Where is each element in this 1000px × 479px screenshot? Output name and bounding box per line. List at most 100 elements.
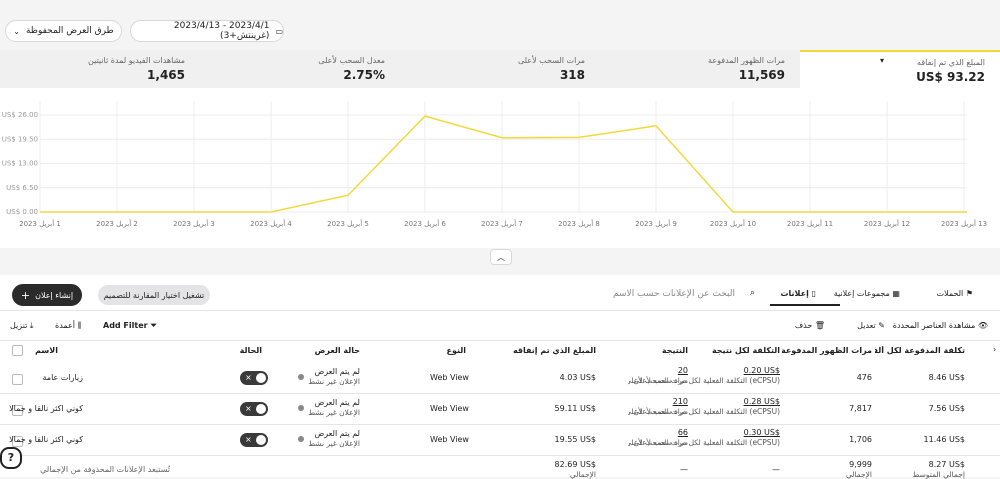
y-tick-label: US$ 13.00 bbox=[2, 160, 38, 168]
delivery-status: لم يتم العرض bbox=[314, 398, 360, 407]
tab-label: إعلانات bbox=[780, 289, 809, 298]
metric-card[interactable]: مرات السحب لأعلى 318 bbox=[400, 50, 600, 88]
date-range-button[interactable]: 2023/4/1 - 2023/4/13 (غرينتش+3) ▭ bbox=[130, 20, 284, 42]
ecpm: 11.46 US$ bbox=[923, 435, 965, 444]
footer-cost: — bbox=[772, 465, 780, 474]
status-toggle[interactable]: × bbox=[240, 433, 268, 447]
x-tick-label: 7 أبريل 2023 bbox=[481, 219, 523, 228]
tab[interactable]: ⚑ الحملات bbox=[936, 289, 973, 298]
ad-type: Web View bbox=[430, 404, 469, 413]
help-button[interactable]: ? bbox=[0, 447, 22, 469]
chart-panel: 1 أبريل 2023 2 أبريل 2023 3 أبريل 2023 4 أب… bbox=[0, 88, 1000, 248]
column-header: المبلغ الذي تم إنفاقه bbox=[512, 346, 596, 355]
delivery-dot bbox=[298, 374, 304, 380]
saved-views-label: طرق العرض المحفوظة bbox=[25, 26, 114, 36]
delete[interactable]: 🗑 حذف bbox=[794, 321, 825, 330]
create-ad-button[interactable]: إنشاء إعلان + bbox=[12, 284, 82, 306]
column-header: حالة العرض bbox=[314, 346, 360, 355]
date-range-label: 2023/4/1 - 2023/4/13 (غرينتش+3) bbox=[173, 21, 270, 41]
create-ad-label: إنشاء إعلان bbox=[35, 290, 74, 300]
row-checkbox[interactable] bbox=[12, 436, 23, 447]
result[interactable]: 210 bbox=[672, 397, 688, 406]
tab[interactable]: ▦ مجموعات إعلانية bbox=[833, 289, 900, 298]
column-header: النوع bbox=[446, 346, 467, 355]
saved-views-button[interactable]: طرق العرض المحفوظة ⌄ bbox=[5, 20, 122, 42]
delivery-sub: الإعلان غير نشط bbox=[308, 377, 360, 386]
download-label: تنزيل bbox=[10, 321, 28, 330]
x-tick-label: 6 أبريل 2023 bbox=[404, 219, 446, 228]
edit[interactable]: ✎ تعديل bbox=[857, 321, 885, 330]
result[interactable]: 66 bbox=[677, 428, 688, 437]
status-toggle[interactable]: × bbox=[240, 402, 268, 416]
delete-label: حذف bbox=[794, 321, 813, 330]
status-toggle[interactable]: × bbox=[240, 371, 268, 385]
metric-label: مرات السحب لأعلى bbox=[517, 56, 585, 65]
ecpm: 8.46 US$ bbox=[928, 373, 965, 382]
view-selected[interactable]: 👁 مشاهدة العناصر المحددة bbox=[892, 321, 988, 330]
x-tick-label: 12 أبريل 2023 bbox=[864, 219, 910, 228]
delivery-dot bbox=[298, 436, 304, 442]
row-border bbox=[0, 393, 1000, 394]
scroll-arrow: › bbox=[993, 345, 997, 354]
collapse-button[interactable]: ︿ bbox=[490, 249, 512, 265]
ad-name: زيارات عامة bbox=[42, 373, 83, 382]
spent: 19.55 US$ bbox=[554, 435, 596, 444]
result-sub: مرات السحب لأعلى bbox=[628, 407, 688, 416]
tab[interactable]: ▯ إعلانات bbox=[780, 289, 816, 298]
result-sub: مرات السحب لأعلى bbox=[628, 438, 688, 447]
cost[interactable]: 0.20 US$ bbox=[743, 366, 780, 375]
metric-card[interactable]: مشاهدات الفيديو لمدة ثانيتين 1,465 bbox=[0, 50, 200, 88]
delivery-status: لم يتم العرض bbox=[314, 429, 360, 438]
search-input[interactable]: البحث عن الإعلانات حسب الاسم bbox=[613, 289, 735, 299]
result[interactable]: 20 bbox=[677, 366, 688, 375]
footer-ecpm: 8.27 US$ bbox=[928, 460, 965, 469]
columns[interactable]: ⫼ أعمدة bbox=[55, 321, 82, 330]
row-checkbox[interactable] bbox=[12, 374, 23, 385]
cost-sub: (eCPSU) التكلفة الفعلية لكل مرة سحب لأعل… bbox=[633, 438, 780, 447]
ad-name: كوني اكثر نالقا و جمالا bbox=[9, 435, 83, 444]
add-filter[interactable]: Add Filter ⏷ bbox=[103, 321, 157, 330]
footer-result: — bbox=[680, 465, 688, 474]
search-icon: ⌕ bbox=[750, 288, 756, 298]
table-panel bbox=[0, 275, 1000, 477]
download[interactable]: ⤓ تنزيل bbox=[10, 321, 34, 330]
chart: 1 أبريل 2023 2 أبريل 2023 3 أبريل 2023 4 أب… bbox=[2, 101, 987, 228]
toggle-knob bbox=[256, 404, 266, 414]
cost[interactable]: 0.28 US$ bbox=[743, 397, 780, 406]
compare-label: تشغيل اختيار المقارنة للتصميم bbox=[103, 290, 205, 300]
footer-ecpm-sub: إجمالي المتوسط bbox=[912, 470, 965, 479]
impressions: 7,817 bbox=[849, 404, 872, 413]
series-line bbox=[40, 115, 967, 213]
toggle-x: × bbox=[245, 373, 252, 382]
row-checkbox[interactable] bbox=[12, 405, 23, 416]
x-tick-label: 2 أبريل 2023 bbox=[96, 219, 138, 228]
active-tab-underline bbox=[770, 304, 840, 306]
metric-card[interactable]: المبلغ الذي تم إنفاقه US$ 93.22 ▾ bbox=[800, 50, 1000, 88]
header-border bbox=[0, 340, 1000, 341]
edit-label: تعديل bbox=[857, 321, 876, 330]
footer-impressions-sub: الإجمالي bbox=[845, 470, 872, 479]
metric-value: 11,569 bbox=[738, 68, 785, 82]
metric-card[interactable]: معدل السحب لأعلى 2.75% bbox=[200, 50, 400, 88]
impressions: 476 bbox=[856, 373, 872, 382]
delivery-sub: الإعلان غير نشط bbox=[308, 408, 360, 417]
columns-label: أعمدة bbox=[55, 321, 76, 330]
y-tick-label: US$ 26.00 bbox=[2, 111, 38, 119]
toggle-x: × bbox=[245, 404, 252, 413]
column-header: تكلفة المدفوعة لكل ألف ظهور bbox=[875, 346, 965, 355]
footer-impressions: 9,999 bbox=[849, 460, 872, 469]
metric-value: 318 bbox=[559, 68, 585, 82]
x-tick-label: 8 أبريل 2023 bbox=[558, 219, 600, 228]
footer-spent-sub: الإجمالي bbox=[569, 470, 596, 479]
column-header: مرات الظهور المدفوعة bbox=[782, 346, 872, 355]
y-tick-label: US$ 6.50 bbox=[6, 184, 38, 192]
compare-button[interactable]: تشغيل اختيار المقارنة للتصميم bbox=[98, 285, 210, 305]
x-tick-label: 11 أبريل 2023 bbox=[787, 219, 833, 228]
cost[interactable]: 0.30 US$ bbox=[743, 428, 780, 437]
x-tick-label: 4 أبريل 2023 bbox=[250, 219, 292, 228]
metric-card[interactable]: مرات الظهور المدفوعة 11,569 bbox=[600, 50, 800, 88]
x-tick-label: 1 أبريل 2023 bbox=[19, 219, 61, 228]
row-border bbox=[0, 424, 1000, 425]
ad-type: Web View bbox=[430, 435, 469, 444]
